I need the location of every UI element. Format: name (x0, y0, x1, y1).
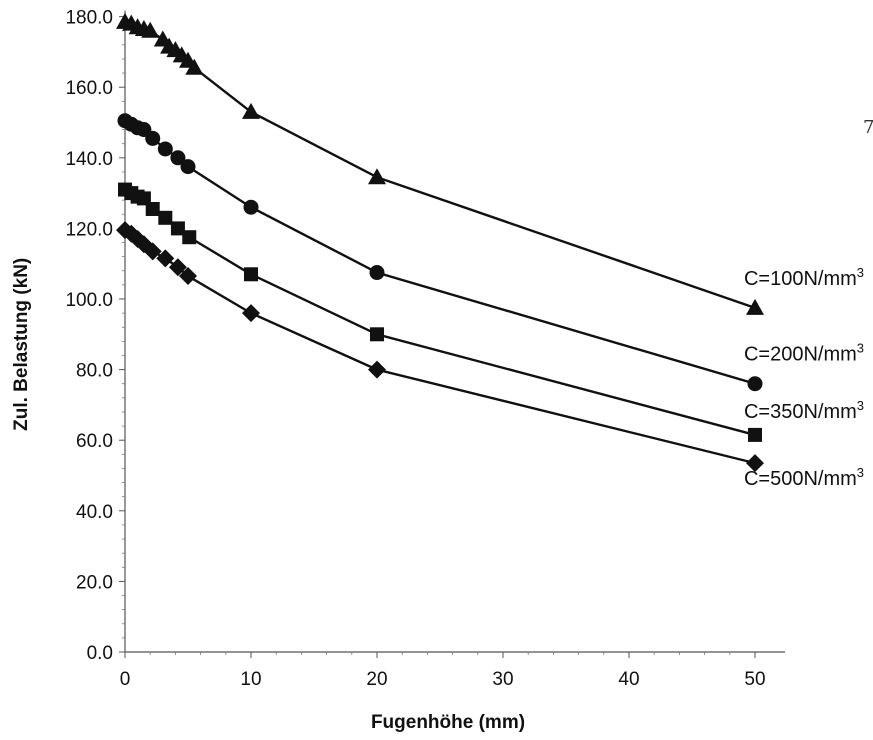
series-label-text: C=350N/mm (744, 401, 857, 423)
series-label-superscript: 3 (857, 398, 864, 413)
data-point-circle (243, 199, 259, 215)
y-axis-title: Zul. Belastung (kN) (11, 258, 32, 431)
y-tick-label: 140.0 (65, 149, 113, 170)
data-point-square (170, 221, 185, 236)
series-line (124, 188, 756, 437)
x-tick-label: 10 (240, 669, 261, 690)
series-label-text: C=100N/mm (744, 268, 857, 290)
data-point-diamond (746, 454, 764, 473)
data-point-diamond (168, 258, 187, 277)
data-point-square (244, 267, 258, 282)
series-label-superscript: 3 (857, 265, 864, 280)
data-point-circle (180, 159, 196, 175)
data-point-square (145, 201, 160, 216)
labels: Fugenhöhe (mm) Zul. Belastung (kN) 7 (11, 117, 873, 733)
data-point-diamond (143, 242, 162, 261)
series-line (124, 20, 756, 309)
data-point-square (158, 210, 173, 225)
data-point-square (748, 427, 762, 442)
x-tick-label: 20 (366, 669, 387, 690)
series-triangle: C=100N/mm3 (116, 12, 864, 315)
cropped-edge-glyph: 7 (863, 117, 873, 138)
data-point-triangle (746, 298, 764, 315)
data-point-circle (369, 265, 385, 281)
data-point-square (136, 191, 151, 206)
data-point-diamond (368, 360, 386, 379)
y-tick-label: 160.0 (65, 78, 113, 99)
y-tick-label: 40.0 (76, 502, 113, 523)
series-label-superscript: 3 (857, 341, 864, 356)
series-line (124, 119, 756, 385)
data-point-circle (145, 130, 161, 146)
data-point-square (370, 327, 384, 342)
series-square: C=350N/mm3 (118, 182, 864, 442)
series-diamond: C=500N/mm3 (116, 221, 864, 490)
data-point-circle (747, 376, 763, 392)
y-tick-label: 60.0 (76, 431, 113, 452)
data-point-circle (157, 141, 173, 157)
y-tick-label: 180.0 (65, 8, 113, 29)
data-point-triangle (141, 21, 160, 38)
data-point-circle (170, 150, 186, 166)
data-point-diamond (242, 304, 260, 323)
y-tick-label: 80.0 (76, 361, 113, 382)
series-label: C=200N/mm3 (744, 341, 864, 366)
data-point-diamond (179, 267, 197, 286)
x-tick-label: 0 (120, 669, 131, 690)
series-label-text: C=200N/mm (744, 344, 857, 366)
x-tick-label: 40 (618, 669, 639, 690)
x-tick-label: 30 (492, 669, 513, 690)
y-tick-label: 20.0 (76, 572, 113, 593)
series-label: C=100N/mm3 (744, 265, 864, 290)
data-point-triangle (368, 168, 386, 185)
y-tick-label: 100.0 (65, 290, 113, 311)
data-point-triangle (185, 58, 204, 75)
data-point-diamond (156, 249, 175, 268)
series-line (124, 229, 756, 465)
axes: 0.0 20.0 40.0 60.0 80.0 100.0 120.0 140.0 160.0 1… (65, 8, 785, 690)
series-label-text: C=500N/mm (744, 468, 857, 490)
series-circle: C=200N/mm3 (117, 113, 864, 392)
data-point-triangle (242, 102, 260, 119)
x-tick-label: 50 (744, 669, 765, 690)
y-tick-label: 0.0 (87, 643, 113, 664)
y-tick-label: 120.0 (65, 219, 113, 240)
series-label-superscript: 3 (857, 465, 864, 480)
series-label: C=350N/mm3 (744, 398, 864, 423)
x-axis-title: Fugenhöhe (mm) (371, 712, 525, 733)
series-label: C=500N/mm3 (744, 465, 864, 490)
data-point-square (182, 230, 197, 245)
